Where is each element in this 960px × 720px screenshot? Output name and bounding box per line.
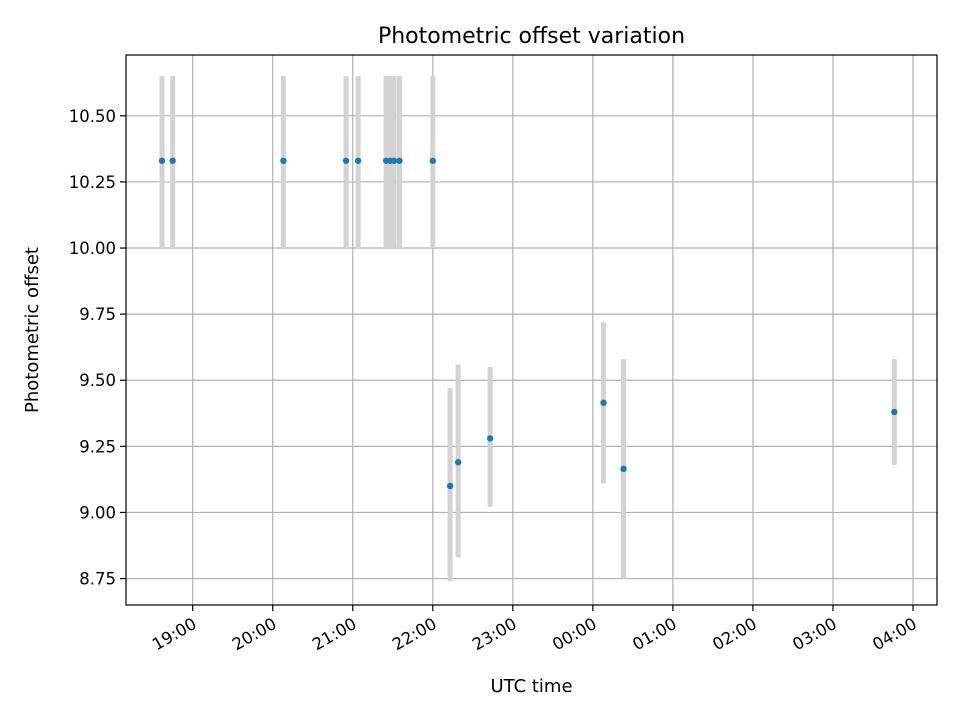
y-tick-label: 8.75 <box>79 570 116 589</box>
y-axis-label: Photometric offset <box>22 247 43 413</box>
data-point <box>446 482 454 490</box>
data-point <box>396 157 403 164</box>
y-tick-label: 10.25 <box>69 173 116 192</box>
grid <box>126 55 937 605</box>
y-tick-label: 10.50 <box>69 107 116 126</box>
y-tick-label: 10.00 <box>69 239 116 258</box>
y-axis-ticks: 8.75 9.00 9.25 9.50 9.75 10.00 10.25 10.50 <box>69 107 126 589</box>
data-points <box>158 157 898 490</box>
plot-frame <box>125 54 938 606</box>
y-tick-label: 9.25 <box>79 437 116 456</box>
y-tick-label: 9.75 <box>79 305 116 324</box>
data-point <box>454 459 462 466</box>
data-point <box>342 157 350 164</box>
y-tick-label: 9.50 <box>79 371 116 390</box>
data-point <box>600 399 607 406</box>
data-point <box>429 157 436 164</box>
data-point <box>169 157 176 164</box>
data-point <box>486 435 494 442</box>
y-tick-label: 9.00 <box>79 503 116 522</box>
chart-title: Photometric offset variation <box>378 24 685 49</box>
data-point <box>158 157 166 164</box>
x-axis-label: UTC time <box>490 676 572 697</box>
data-point <box>354 157 362 164</box>
data-point <box>280 157 287 164</box>
data-point <box>891 408 898 416</box>
data-point <box>620 465 627 473</box>
data-point <box>390 157 398 164</box>
